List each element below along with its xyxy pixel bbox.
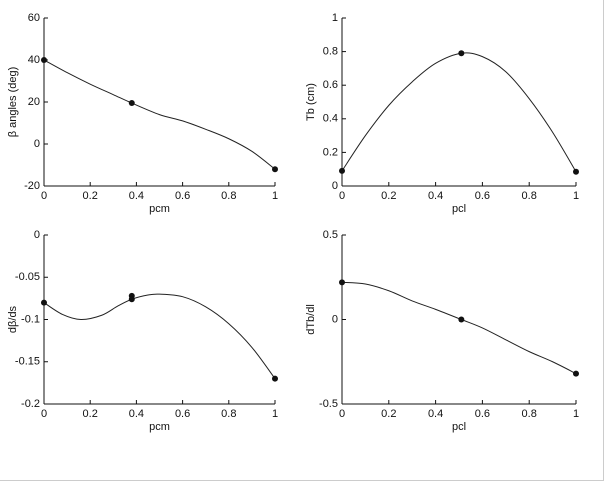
x-axis-label: pcm (149, 421, 170, 433)
point (573, 168, 579, 175)
y-tick-label: 0.2 (323, 146, 338, 158)
y-tick-label: -0.2 (21, 398, 40, 410)
x-tick-label: 0 (41, 408, 47, 420)
point (41, 299, 47, 306)
x-tick-label: 0 (41, 190, 47, 202)
y-tick-label: 20 (28, 96, 40, 108)
x-tick-label: 0.2 (381, 190, 396, 202)
y-tick-label: -0.1 (21, 313, 40, 325)
x-tick-label: 0.6 (175, 408, 190, 420)
x-tick-label: 0.4 (428, 408, 443, 420)
point (272, 375, 278, 382)
x-tick-label: 0.8 (522, 408, 537, 420)
y-tick-label: -20 (24, 180, 40, 192)
x-tick-label: 1 (272, 190, 278, 202)
x-tick-label: 0.8 (221, 408, 236, 420)
y-tick-label: 0.6 (323, 79, 338, 91)
x-tick-label: 0 (339, 190, 345, 202)
x-tick-label: 1 (272, 408, 278, 420)
y-tick-label: 0 (332, 313, 338, 325)
point (573, 370, 579, 377)
x-tick-label: 0.4 (428, 190, 443, 202)
x-tick-label: 0 (339, 408, 345, 420)
x-tick-label: 0.4 (129, 408, 144, 420)
x-tick-label: 0.2 (83, 190, 98, 202)
y-tick-label: 40 (28, 54, 40, 66)
y-tick-label: 0.4 (323, 113, 338, 125)
y-tick-label: 0.5 (323, 229, 338, 241)
point (458, 50, 465, 57)
y-tick-label: -0.5 (319, 398, 338, 410)
y-tick-label: -0.15 (15, 356, 40, 368)
x-axis-label: pcm (149, 203, 170, 215)
point (41, 57, 47, 63)
point (128, 296, 135, 303)
x-tick-label: 0.6 (475, 190, 490, 202)
x-tick-label: 1 (573, 190, 579, 202)
point (128, 100, 135, 107)
x-tick-label: 0.6 (175, 190, 190, 202)
x-tick-label: 0.8 (221, 190, 236, 202)
x-tick-label: 0.2 (381, 408, 396, 420)
y-tick-label: 0 (34, 138, 40, 150)
curve (43, 293, 276, 379)
y-tick-label: 0.8 (323, 46, 338, 58)
x-tick-label: 0.8 (522, 190, 537, 202)
y-axis-label: dTb/dl (305, 304, 317, 335)
y-axis-label: dβ/ds (7, 305, 19, 333)
x-axis-label: pcl (452, 203, 466, 215)
y-tick-label: 0 (34, 229, 40, 241)
x-tick-label: 1 (573, 408, 579, 420)
y-axis-label: Tb (cm) (305, 83, 317, 121)
x-axis-label: pcl (452, 421, 466, 433)
x-tick-label: 0.4 (129, 190, 144, 202)
y-tick-label: 60 (28, 12, 40, 24)
y-tick-label: 0 (332, 180, 338, 192)
point (458, 316, 465, 323)
x-tick-label: 0.2 (83, 408, 98, 420)
curve (43, 59, 276, 170)
y-tick-label: -0.05 (15, 271, 40, 283)
y-axis-label: β angles (deg) (7, 67, 19, 138)
point (339, 279, 345, 286)
point (339, 167, 345, 174)
point (272, 166, 278, 173)
x-tick-label: 0.6 (475, 408, 490, 420)
y-tick-label: 1 (332, 12, 338, 24)
